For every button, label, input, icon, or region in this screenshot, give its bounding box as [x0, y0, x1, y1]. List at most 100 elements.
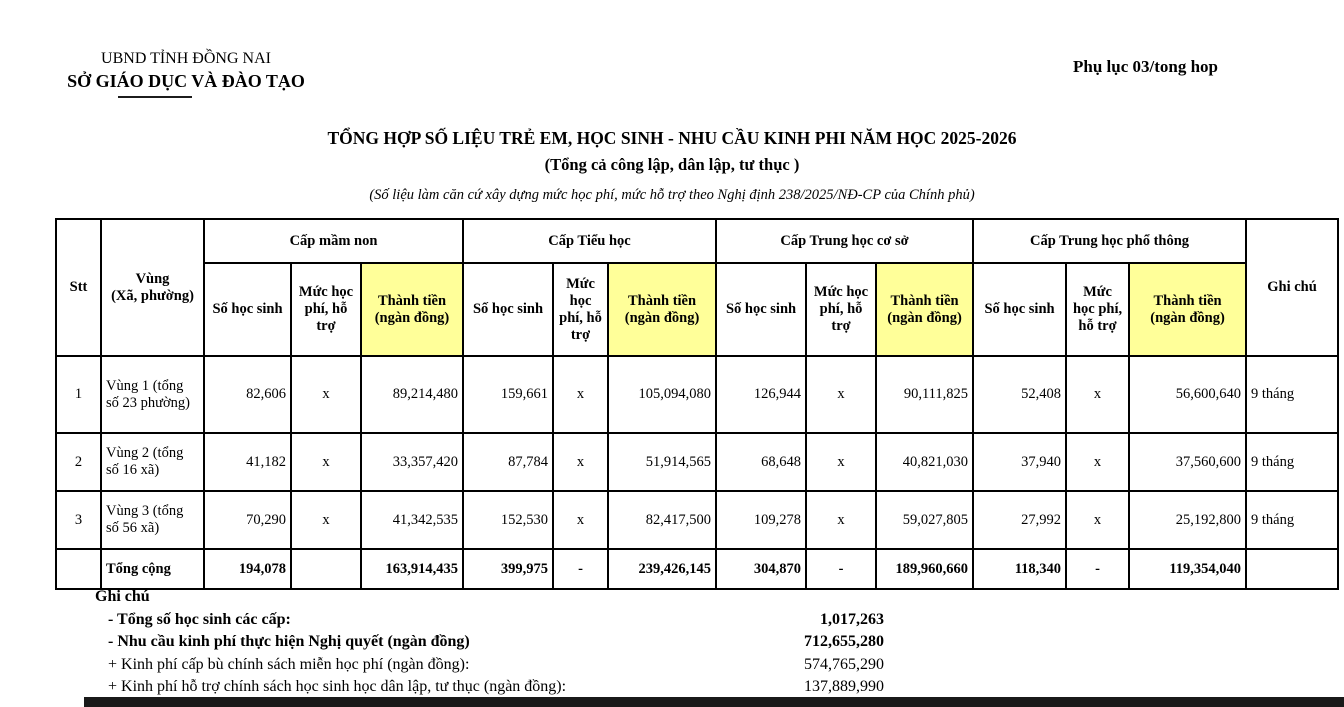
total-fee-thcs: - [805, 548, 878, 590]
table-row: 1 Vùng 1 (tổng số 23 phường) 82,606 x 89… [55, 355, 1340, 434]
footnote-label: - Tổng số học sinh các cấp: [108, 610, 291, 628]
total-fee-th: - [552, 548, 609, 590]
org-underline [118, 96, 192, 98]
cell-fee-mn: x [290, 490, 362, 550]
header-group-row: Stt Vùng (Xã, phường) Cấp mầm non Cấp Ti… [55, 218, 1340, 357]
cell-amount-th: 51,914,565 [606, 432, 718, 492]
cell-students-mn: 82,606 [203, 355, 292, 434]
cell-students-thpt: 37,940 [972, 432, 1068, 492]
cell-students-thpt: 27,992 [972, 490, 1068, 550]
total-fee-thpt: - [1065, 548, 1131, 590]
cell-amount-mn: 89,214,480 [360, 355, 464, 434]
bottom-window-bar [84, 697, 1344, 707]
cell-amount-thpt: 56,600,640 [1128, 355, 1248, 434]
table-row: 3 Vùng 3 (tổng số 56 xã) 70,290 x 41,342… [55, 490, 1340, 550]
col-header-students-th: Số học sinh [462, 262, 554, 357]
cell-stt: 2 [55, 432, 102, 492]
cell-amount-thcs: 59,027,805 [875, 490, 975, 550]
footnote-label: + Kinh phí hỗ trợ chính sách học sinh họ… [108, 678, 567, 695]
cell-fee-thcs: x [805, 432, 878, 492]
cell-amount-mn: 33,357,420 [360, 432, 464, 492]
cell-amount-mn: 41,342,535 [360, 490, 464, 550]
footnote-label: + Kinh phí cấp bù chính sách miễn học ph… [108, 655, 470, 673]
footnote-line: + Kinh phí cấp bù chính sách miễn học ph… [95, 656, 884, 674]
cell-fee-th: x [552, 490, 609, 550]
footnote-value: 137,889,990 [804, 678, 884, 695]
col-header-region: Vùng (Xã, phường) [100, 218, 205, 357]
cell-amount-thpt: 25,192,800 [1128, 490, 1248, 550]
footnote-value: 712,655,280 [804, 633, 884, 650]
cell-students-thcs: 109,278 [715, 490, 808, 550]
document-title: TỔNG HỢP SỐ LIỆU TRẺ EM, HỌC SINH - NHU … [327, 128, 1017, 148]
cell-amount-th: 105,094,080 [606, 355, 718, 434]
org-header: UBND TỈNH ĐỒNG NAI SỞ GIÁO DỤC VÀ ĐÀO TẠ… [55, 50, 317, 98]
cell-region: Vùng 1 (tổng số 23 phường) [100, 355, 205, 434]
footnotes: Ghi chú - Tổng số học sinh các cấp: 1,01… [95, 588, 884, 696]
org-department-name: SỞ GIÁO DỤC VÀ ĐÀO TẠO [67, 71, 305, 91]
cell-fee-thpt: x [1065, 355, 1131, 434]
cell-region: Vùng 2 (tổng số 16 xã) [100, 432, 205, 492]
cell-amount-thcs: 40,821,030 [875, 432, 975, 492]
total-students-thpt: 118,340 [972, 548, 1068, 590]
col-header-students-thcs: Số học sinh [715, 262, 808, 357]
cell-students-thpt: 52,408 [972, 355, 1068, 434]
total-students-th: 399,975 [462, 548, 554, 590]
cell-fee-thcs: x [805, 490, 878, 550]
footnote-line: - Nhu cầu kinh phí thực hiện Nghị quyết … [95, 633, 884, 651]
col-header-students-thpt: Số học sinh [972, 262, 1068, 357]
footnote-line: - Tổng số học sinh các cấp: 1,017,263 [95, 611, 884, 629]
header-sub-row: Số học sinh Mức học phí, hỗ trợ Thành ti… [56, 262, 1338, 357]
total-stt [55, 548, 102, 590]
total-amount-thcs: 189,960,660 [875, 548, 975, 590]
footnote-label: - Nhu cầu kinh phí thực hiện Nghị quyết … [108, 633, 470, 650]
cell-note: 9 tháng [1245, 432, 1340, 492]
cell-fee-mn: x [290, 355, 362, 434]
cell-stt: 3 [55, 490, 102, 550]
cell-students-thcs: 126,944 [715, 355, 808, 434]
total-amount-thpt: 119,354,040 [1128, 548, 1248, 590]
total-amount-th: 239,426,145 [606, 548, 718, 590]
cell-fee-th: x [552, 355, 609, 434]
cell-amount-th: 82,417,500 [606, 490, 718, 550]
footnote-value: 1,017,263 [820, 610, 884, 628]
footnote-value: 574,765,290 [804, 655, 884, 673]
cell-students-mn: 70,290 [203, 490, 292, 550]
cell-region: Vùng 3 (tổng số 56 xã) [100, 490, 205, 550]
cell-note: 9 tháng [1245, 355, 1340, 434]
total-students-mn: 194,078 [203, 548, 292, 590]
org-parent-name: UBND TỈNH ĐỒNG NAI [101, 50, 271, 67]
table-total-row: Tổng cộng 194,078 163,914,435 399,975 - … [55, 548, 1340, 590]
cell-amount-thpt: 37,560,600 [1128, 432, 1248, 492]
total-note [1245, 548, 1340, 590]
col-header-fee-mn: Mức học phí, hỗ trợ [290, 262, 362, 357]
col-header-fee-th: Mức học phí, hỗ trợ [552, 262, 609, 357]
group-header-tieu-hoc: Cấp Tiểu học [461, 218, 718, 264]
group-header-thpt: Cấp Trung học phổ thông [972, 218, 1248, 264]
cell-fee-thpt: x [1065, 432, 1131, 492]
cell-students-mn: 41,182 [203, 432, 292, 492]
document-titles: TỔNG HỢP SỐ LIỆU TRẺ EM, HỌC SINH - NHU … [31, 128, 1313, 204]
cell-fee-th: x [552, 432, 609, 492]
col-header-amount-thpt: Thành tiền (ngàn đồng) [1128, 262, 1248, 357]
cell-fee-thcs: x [805, 355, 878, 434]
col-header-fee-thcs: Mức học phí, hỗ trợ [805, 262, 878, 357]
footnotes-heading: Ghi chú [95, 588, 150, 605]
cell-students-thcs: 68,648 [715, 432, 808, 492]
cell-fee-mn: x [290, 432, 362, 492]
appendix-label: Phụ lục 03/tong hop [1073, 57, 1219, 76]
cell-fee-thpt: x [1065, 490, 1131, 550]
table-row: 2 Vùng 2 (tổng số 16 xã) 41,182 x 33,357… [55, 432, 1340, 492]
col-header-amount-mn: Thành tiền (ngàn đồng) [360, 262, 464, 357]
col-header-stt: Stt [55, 218, 102, 357]
col-header-fee-thpt: Mức học phí, hỗ trợ [1065, 262, 1131, 357]
col-header-note: Ghi chú [1245, 218, 1340, 357]
document-note: (Số liệu làm căn cứ xây dựng mức học phí… [369, 187, 975, 203]
col-header-students-mn: Số học sinh [203, 262, 292, 357]
total-students-thcs: 304,870 [715, 548, 808, 590]
col-header-amount-th: Thành tiền (ngàn đồng) [606, 262, 718, 357]
cell-students-th: 87,784 [462, 432, 554, 492]
col-header-amount-thcs: Thành tiền (ngàn đồng) [875, 262, 975, 357]
summary-table: Stt Vùng (Xã, phường) Cấp mầm non Cấp Ti… [55, 218, 1340, 590]
total-amount-mn: 163,914,435 [360, 548, 464, 590]
document-subtitle: (Tổng cả công lập, dân lập, tư thục ) [544, 155, 800, 174]
